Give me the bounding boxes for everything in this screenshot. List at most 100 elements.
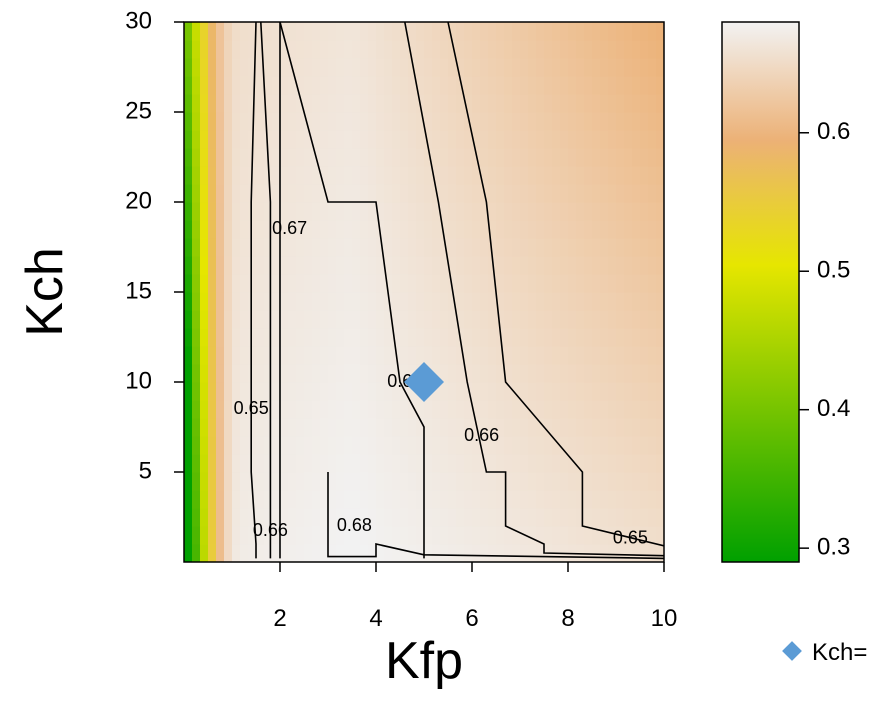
heatmap-cell — [464, 472, 473, 491]
heatmap-cell — [624, 328, 633, 347]
heatmap-cell — [184, 364, 193, 383]
heatmap-cell — [360, 166, 369, 185]
heatmap-cell — [488, 220, 497, 239]
heatmap-cell — [656, 112, 664, 131]
heatmap-cell — [192, 22, 201, 41]
heatmap-cell — [560, 382, 569, 401]
heatmap-cell — [304, 490, 313, 509]
heatmap-cell — [656, 94, 664, 113]
heatmap-cell — [624, 346, 633, 365]
heatmap-cell — [600, 112, 609, 131]
heatmap-cell — [552, 418, 561, 437]
heatmap-cell — [568, 256, 577, 275]
heatmap-cell — [312, 220, 321, 239]
heatmap-cell — [192, 166, 201, 185]
heatmap-cell — [408, 346, 417, 365]
heatmap-cell — [224, 130, 233, 149]
heatmap-cell — [608, 310, 617, 329]
heatmap-cell — [456, 472, 465, 491]
heatmap-cell — [608, 490, 617, 509]
heatmap-cell — [352, 184, 361, 203]
heatmap-cell — [568, 202, 577, 221]
heatmap-cell — [448, 202, 457, 221]
heatmap-cell — [504, 472, 513, 491]
colorbar-tick-label: 0.6 — [817, 118, 850, 145]
heatmap-cell — [528, 76, 537, 95]
heatmap-cell — [480, 400, 489, 419]
heatmap-cell — [528, 292, 537, 311]
heatmap-cell — [640, 22, 649, 41]
heatmap-cell — [600, 454, 609, 473]
heatmap-cell — [552, 94, 561, 113]
heatmap-cell — [232, 400, 241, 419]
heatmap-cell — [384, 544, 393, 562]
heatmap-cell — [568, 22, 577, 41]
heatmap-cell — [600, 238, 609, 257]
heatmap-cell — [424, 202, 433, 221]
heatmap-cell — [456, 544, 465, 562]
heatmap-cell — [272, 472, 281, 491]
heatmap-cell — [648, 40, 657, 59]
heatmap-cell — [472, 526, 481, 545]
heatmap-cell — [656, 148, 664, 167]
heatmap-cell — [480, 544, 489, 562]
heatmap-cell — [440, 310, 449, 329]
heatmap-cell — [488, 148, 497, 167]
heatmap-cell — [312, 112, 321, 131]
heatmap-cell — [240, 256, 249, 275]
heatmap-cell — [408, 274, 417, 293]
heatmap-cell — [504, 508, 513, 527]
heatmap-cell — [200, 58, 209, 77]
heatmap-cell — [280, 418, 289, 437]
heatmap-cell — [480, 130, 489, 149]
heatmap-cell — [312, 490, 321, 509]
heatmap-cell — [360, 436, 369, 455]
heatmap-cell — [456, 400, 465, 419]
heatmap-cell — [488, 508, 497, 527]
heatmap-cell — [400, 202, 409, 221]
heatmap-cell — [544, 400, 553, 419]
heatmap-cell — [288, 436, 297, 455]
heatmap-cell — [256, 328, 265, 347]
heatmap-cell — [400, 526, 409, 545]
heatmap-cell — [440, 346, 449, 365]
heatmap-cell — [640, 94, 649, 113]
heatmap-cell — [248, 238, 257, 257]
heatmap-cell — [440, 202, 449, 221]
heatmap-cell — [496, 508, 505, 527]
heatmap-cell — [480, 490, 489, 509]
heatmap-cell — [480, 220, 489, 239]
heatmap-cell — [624, 76, 633, 95]
heatmap-cell — [408, 202, 417, 221]
heatmap-cell — [240, 544, 249, 562]
heatmap-cell — [536, 454, 545, 473]
heatmap-cell — [632, 256, 641, 275]
x-axis: 2 4 6 8 10 — [273, 562, 677, 632]
heatmap-cell — [208, 400, 217, 419]
heatmap-cell — [200, 184, 209, 203]
heatmap-cell — [480, 238, 489, 257]
heatmap-cell — [264, 418, 273, 437]
heatmap-cell — [240, 40, 249, 59]
heatmap-cell — [576, 256, 585, 275]
heatmap-cell — [224, 256, 233, 275]
heatmap-cell — [640, 184, 649, 203]
heatmap-cell — [288, 112, 297, 131]
heatmap-cell — [232, 436, 241, 455]
heatmap-cell — [352, 382, 361, 401]
heatmap-cell — [264, 436, 273, 455]
heatmap-cell — [544, 490, 553, 509]
heatmap-cell — [384, 472, 393, 491]
heatmap-cell — [360, 382, 369, 401]
heatmap-cell — [368, 346, 377, 365]
heatmap-cell — [336, 94, 345, 113]
heatmap-cell — [184, 472, 193, 491]
heatmap-cell — [376, 544, 385, 562]
heatmap-cell — [256, 526, 265, 545]
heatmap-cell — [520, 202, 529, 221]
heatmap-cell — [496, 112, 505, 131]
heatmap-cell — [368, 526, 377, 545]
heatmap-cell — [408, 76, 417, 95]
heatmap-cell — [408, 58, 417, 77]
heatmap-cell — [344, 328, 353, 347]
